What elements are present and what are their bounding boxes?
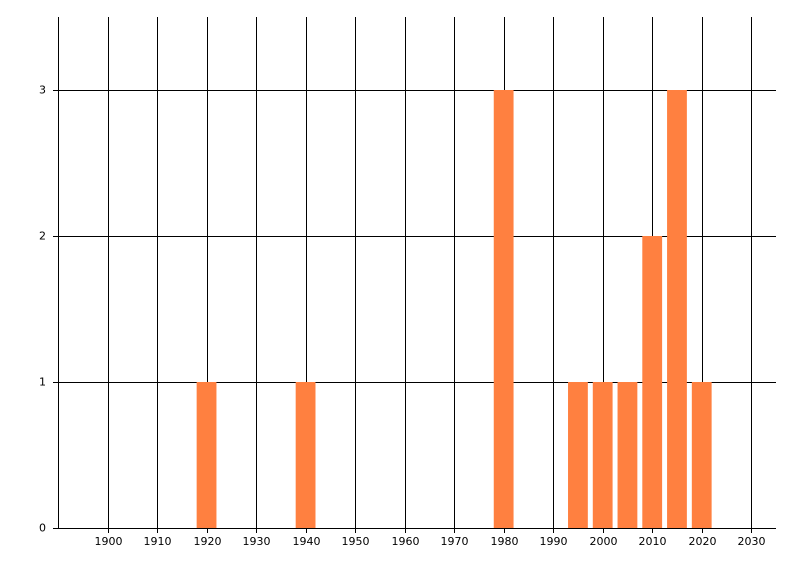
bar	[617, 382, 638, 528]
y-tick-label: 0	[39, 522, 46, 535]
x-tick-label: 1990	[540, 535, 568, 548]
x-tick-label: 1970	[441, 535, 469, 548]
x-tick-label: 2020	[689, 535, 717, 548]
x-tick-label: 1980	[491, 535, 519, 548]
x-tick-label: 1950	[342, 535, 370, 548]
bar	[642, 236, 663, 528]
bar	[592, 382, 613, 528]
x-tick-label: 2030	[738, 535, 766, 548]
bar	[691, 382, 712, 528]
bar	[295, 382, 316, 528]
y-tick-label: 1	[39, 376, 46, 389]
x-tick-label: 2000	[590, 535, 618, 548]
x-tick-label: 1960	[392, 535, 420, 548]
x-tick-label: 1910	[144, 535, 172, 548]
x-tick-label: 1920	[194, 535, 222, 548]
bar	[568, 382, 588, 528]
bar	[493, 90, 514, 528]
bar	[196, 382, 217, 528]
x-tick-label: 1940	[293, 535, 321, 548]
bar	[667, 90, 687, 528]
x-tick-label: 1900	[95, 535, 123, 548]
y-tick-label: 3	[39, 84, 46, 97]
y-tick-label: 2	[39, 230, 46, 243]
x-tick-label: 1930	[243, 535, 271, 548]
x-tick-label: 2010	[639, 535, 667, 548]
